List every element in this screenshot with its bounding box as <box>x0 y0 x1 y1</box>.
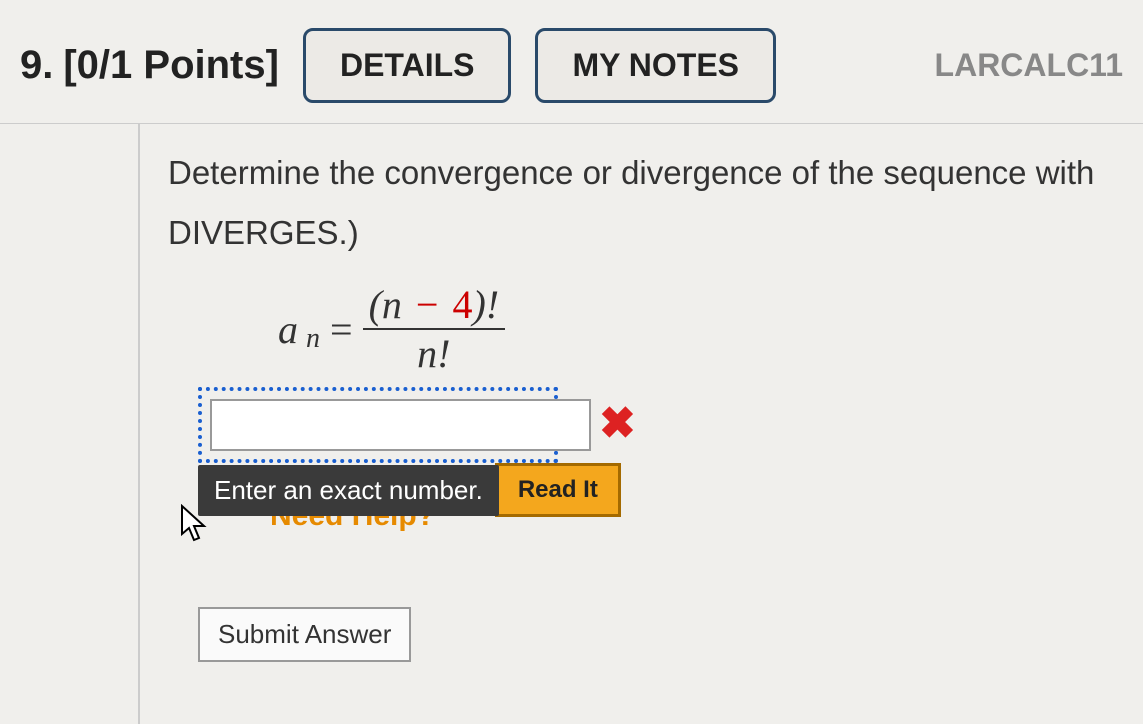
question-header: 9. [0/1 Points] DETAILS MY NOTES LARCALC… <box>0 0 1143 124</box>
tooltip-row: Need Help? Enter an exact number. Read I… <box>198 463 1115 517</box>
my-notes-button[interactable]: MY NOTES <box>535 28 776 103</box>
wrong-icon: ✖ <box>599 398 636 449</box>
content-area: Determine the convergence or divergence … <box>140 124 1143 724</box>
formula-lhs-var: a <box>278 306 298 353</box>
question-body: Determine the convergence or divergence … <box>0 124 1143 724</box>
num-left: (n <box>369 282 402 327</box>
read-it-button[interactable]: Read It <box>495 463 621 517</box>
question-number: 9. <box>20 43 53 88</box>
answer-outline: ✖ <box>198 387 558 463</box>
submit-answer-button[interactable]: Submit Answer <box>198 607 411 662</box>
source-reference: LARCALC11 <box>935 47 1123 84</box>
prompt-line-2: DIVERGES.) <box>168 208 1115 258</box>
input-tooltip: Enter an exact number. <box>198 465 499 516</box>
answer-row: ✖ <box>198 387 558 463</box>
num-minus: − <box>412 282 443 327</box>
formula-numerator: (n − 4)! <box>363 281 506 328</box>
prompt-line-1: Determine the convergence or divergence … <box>168 148 1115 198</box>
submit-row: Submit Answer <box>198 607 1115 662</box>
cursor-icon <box>180 504 208 554</box>
formula-equals: = <box>330 306 353 353</box>
points-display: [0/1 Points] <box>63 43 279 88</box>
sequence-formula: an = (n − 4)! n! <box>278 281 1115 377</box>
formula-fraction: (n − 4)! n! <box>363 281 506 377</box>
prompt-text: Determine the convergence or divergence … <box>168 148 1115 257</box>
num-paren-fact: )! <box>472 282 499 327</box>
question-number-points: 9. [0/1 Points] <box>20 43 279 88</box>
details-button[interactable]: DETAILS <box>303 28 512 103</box>
answer-input[interactable] <box>210 399 591 451</box>
formula-lhs-sub: n <box>306 323 320 355</box>
num-four: 4 <box>452 282 472 327</box>
formula-denominator: n! <box>411 330 456 377</box>
left-gutter <box>0 124 140 724</box>
